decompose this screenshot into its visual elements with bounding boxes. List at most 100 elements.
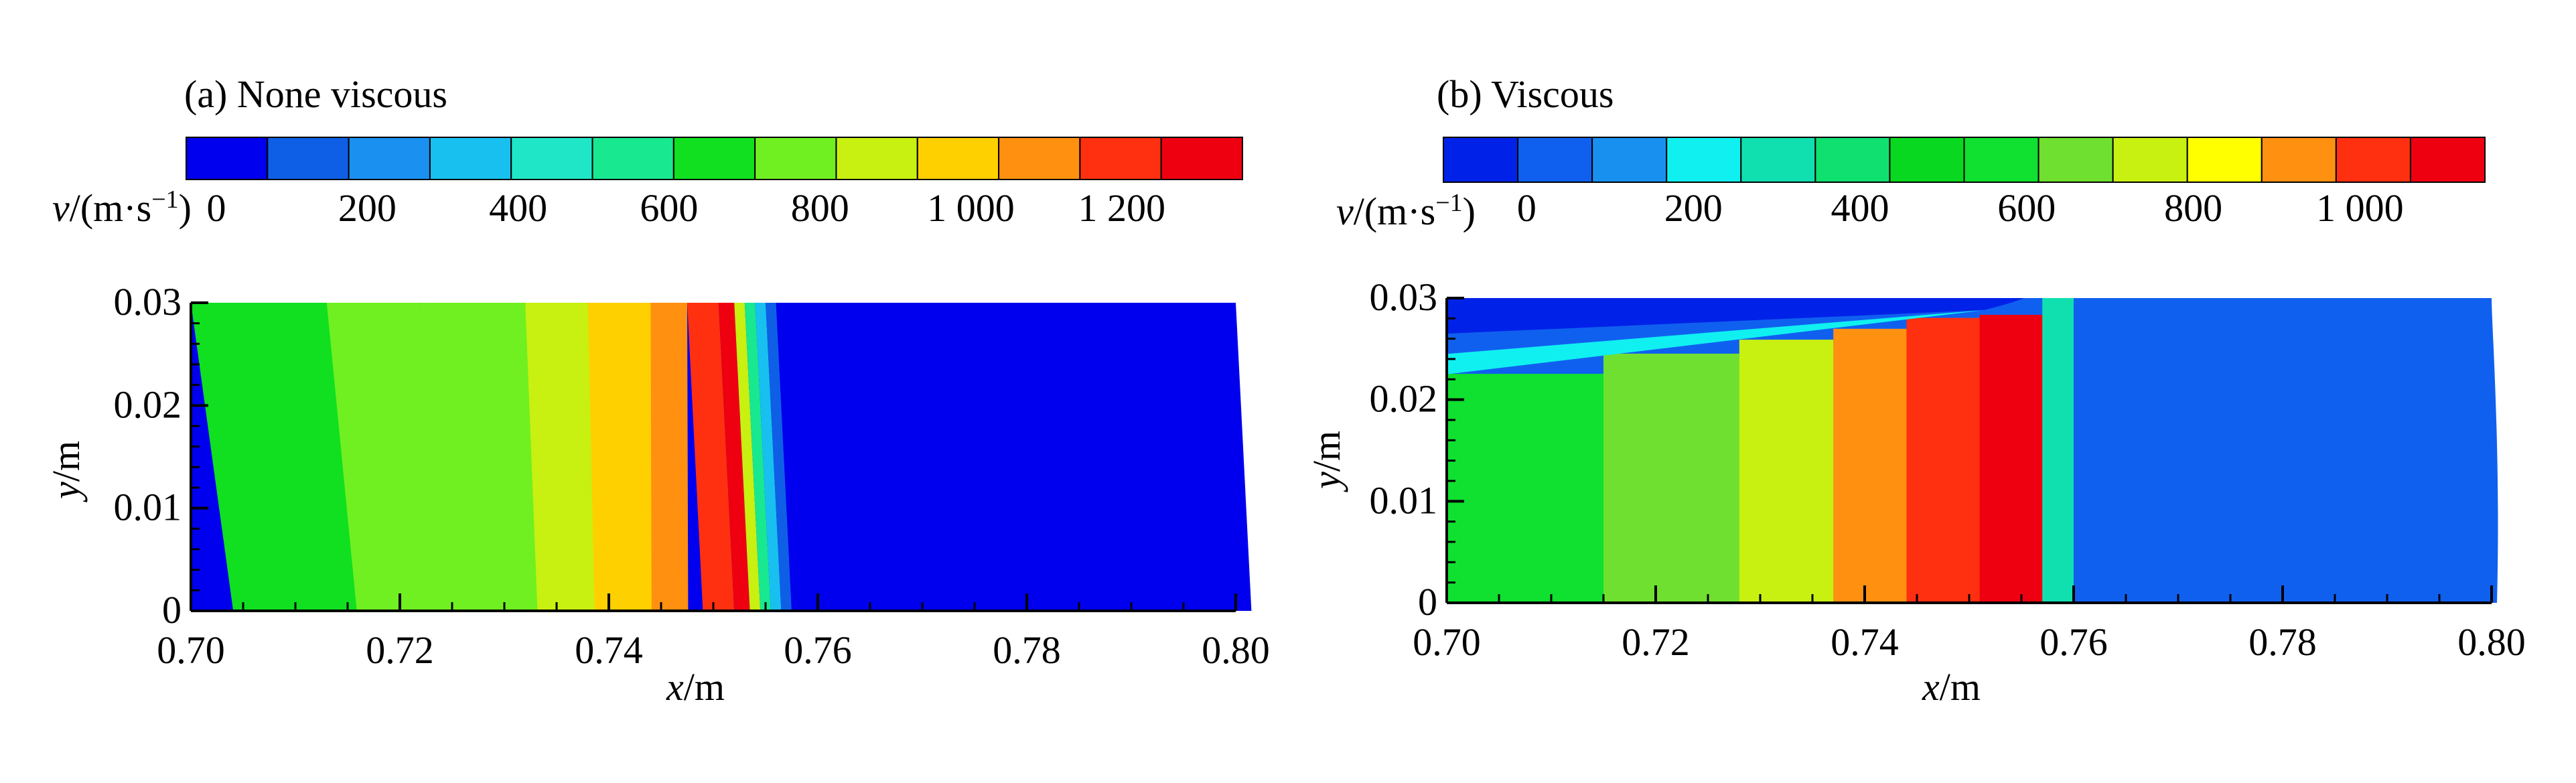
x-tick-label: 0.70: [1413, 620, 1481, 664]
heatmap-band: [755, 303, 782, 611]
heatmap-band: [326, 303, 451, 611]
colorbar-swatch: [1443, 137, 1519, 183]
panel-a-plot-area: 0.70 0.72 0.74 0.76 0.78 0.80 0 0.01 0.02 0.03: [114, 280, 1270, 672]
x-tick-label: 0.74: [1831, 620, 1899, 664]
panel-a-title: (a) None viscous: [184, 72, 447, 116]
colorbar-swatch: [672, 137, 756, 180]
panel-b-colorbar-ticks: 0 200 400 600 800 1 000: [1517, 186, 2404, 230]
colorbar-swatch: [2186, 137, 2263, 183]
heatmap-band: [744, 303, 771, 611]
heatmap-band: [525, 303, 601, 611]
x-tick-label: 0.72: [366, 628, 434, 672]
panel-b-field: [1447, 298, 2498, 603]
colorbar-swatch: [267, 137, 350, 180]
colorbar-tick-label: 1 000: [927, 186, 1015, 230]
colorbar-tick-label: 200: [338, 186, 397, 230]
panel-a: (a) None viscous v/(m·s−1) 0 200 400 600 800…: [44, 72, 1270, 709]
colorbar-tick-label: 0: [207, 186, 226, 230]
colorbar-swatch: [2261, 137, 2337, 183]
colorbar-tick-label: 600: [1997, 186, 2056, 230]
x-tick-label: 0.74: [575, 628, 643, 672]
heatmap-band: [1447, 374, 1610, 603]
heatmap-band: [2074, 298, 2498, 603]
x-tick-label: 0.80: [2457, 620, 2526, 664]
panel-a-colorbar: [186, 137, 1243, 180]
colorbar-tick-label: 600: [640, 186, 698, 230]
panel-b-xlabel: x/m: [1922, 665, 1981, 709]
panel-b-axes: 0.70 0.72 0.74 0.76 0.78 0.80 0 0.01 0.02 0.03: [1370, 275, 2526, 664]
colorbar-swatch: [1517, 137, 1593, 183]
x-tick-label: 0.78: [2248, 620, 2317, 664]
heatmap-band: [718, 303, 750, 611]
x-tick-label: 0.76: [2040, 620, 2108, 664]
panel-a-colorbar-label: v/(m·s−1): [52, 186, 192, 230]
x-tick-label: 0.76: [784, 628, 852, 672]
colorbar-tick-label: 800: [2164, 186, 2222, 230]
heatmap-band: [587, 303, 658, 611]
colorbar-swatch: [2037, 137, 2114, 183]
colorbar-swatch: [754, 137, 837, 180]
panel-a-ylabel: y/m: [44, 441, 88, 502]
colorbar-swatch: [1666, 137, 1742, 183]
colorbar-swatch: [510, 137, 593, 180]
colorbar-tick-label: 400: [489, 186, 547, 230]
heatmap-band: [1739, 340, 1840, 603]
y-tick-label: 0.03: [1370, 275, 1438, 319]
y-tick-label: 0: [162, 588, 182, 632]
colorbar-tick-label: 200: [1664, 186, 1723, 230]
heatmap-band: [1833, 328, 1916, 603]
panel-b-colorbar: [1443, 137, 2486, 183]
colorbar-tick-label: 1 000: [2316, 186, 2404, 230]
colorbar-swatch: [591, 137, 674, 180]
heatmap-band: [1906, 317, 1989, 603]
heatmap-band: [2042, 298, 2080, 603]
y-tick-label: 0.01: [1370, 478, 1438, 522]
colorbar-swatch: [186, 137, 269, 180]
panel-b-plot-area: 0.70 0.72 0.74 0.76 0.78 0.80 0 0.01 0.02 0.03: [1370, 275, 2526, 664]
colorbar-tick-label: 0: [1517, 186, 1536, 230]
y-tick-label: 0.02: [1370, 377, 1438, 421]
colorbar-swatch: [2409, 137, 2486, 183]
colorbar-swatch: [916, 137, 1000, 180]
colorbar-swatch: [1160, 137, 1243, 180]
colorbar-swatch: [348, 137, 431, 180]
colorbar-tick-label: 800: [791, 186, 849, 230]
x-tick-label: 0.78: [993, 628, 1061, 672]
colorbar-swatch: [429, 137, 512, 180]
panel-a-xlabel: x/m: [666, 665, 725, 709]
heatmap-band: [1603, 353, 1746, 603]
heatmap-band: [734, 303, 761, 611]
heatmap-band: [191, 303, 369, 611]
colorbar-swatch: [2112, 137, 2188, 183]
panel-b: (b) Viscous v/(m·s−1) 0 200 400 600 800 1 000…: [1305, 72, 2526, 709]
x-tick-label: 0.72: [1622, 620, 1690, 664]
colorbar-swatch: [2335, 137, 2411, 183]
panel-a-field: [191, 303, 1252, 611]
heatmap-band: [1979, 315, 2052, 603]
y-tick-label: 0.02: [114, 382, 182, 426]
colorbar-swatch: [998, 137, 1081, 180]
y-tick-label: 0: [1418, 580, 1437, 624]
heatmap-band: [421, 303, 547, 611]
colorbar-swatch: [1814, 137, 1891, 183]
y-tick-label: 0.03: [114, 280, 182, 324]
panel-b-ylabel: y/m: [1305, 431, 1348, 492]
colorbar-swatch: [1740, 137, 1816, 183]
panel-a-colorbar-ticks: 0 200 400 600 800 1 000 1 200: [207, 186, 1165, 230]
colorbar-swatch: [1591, 137, 1668, 183]
panel-a-axes: 0.70 0.72 0.74 0.76 0.78 0.80 0 0.01 0.02 0.03: [114, 280, 1270, 672]
colorbar-swatch: [835, 137, 918, 180]
colorbar-swatch: [1889, 137, 1965, 183]
x-tick-label: 0.80: [1202, 628, 1270, 672]
colorbar-tick-label: 1 200: [1078, 186, 1166, 230]
colorbar-tick-label: 400: [1831, 186, 1889, 230]
y-tick-label: 0.01: [114, 486, 182, 529]
x-tick-label: 0.70: [157, 628, 225, 672]
panel-b-title: (b) Viscous: [1437, 72, 1614, 116]
colorbar-swatch: [1963, 137, 2040, 183]
colorbar-swatch: [1079, 137, 1162, 180]
heatmap-band: [687, 303, 735, 611]
heatmap-band: [650, 303, 689, 611]
heatmap-band: [766, 303, 792, 611]
